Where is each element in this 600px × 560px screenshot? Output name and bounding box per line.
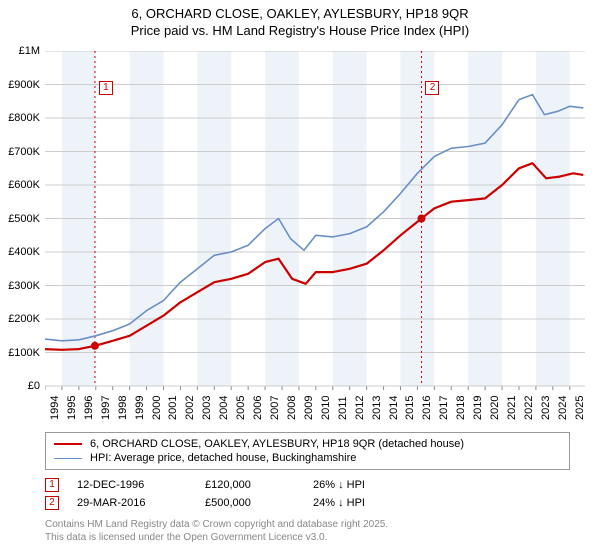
sale-price: £120,000 (205, 479, 295, 491)
footnote-line1: Contains HM Land Registry data © Crown c… (45, 518, 570, 531)
sale-marker-flag: 1 (99, 81, 113, 95)
x-tick-label: 2022 (523, 396, 535, 420)
x-tick-label: 2019 (472, 396, 484, 420)
x-tick-label: 2011 (337, 396, 349, 420)
sales-table: 1 12-DEC-1996 £120,000 26% ↓ HPI 2 29-MAR-201… (45, 476, 570, 512)
x-tick-label: 2007 (269, 396, 281, 420)
chart-svg (45, 51, 585, 421)
x-tick-label: 2003 (201, 396, 213, 420)
x-tick-label: 2001 (167, 396, 179, 420)
legend-item: HPI: Average price, detached house, Buck… (54, 451, 561, 465)
x-tick-label: 1995 (66, 396, 78, 420)
y-tick-label: £300K (0, 280, 40, 292)
x-tick-label: 1998 (117, 396, 129, 420)
y-tick-label: £200K (0, 313, 40, 325)
legend-swatch (54, 443, 82, 445)
y-tick-label: £1M (0, 45, 40, 57)
x-tick-label: 1996 (83, 396, 95, 420)
legend-label: HPI: Average price, detached house, Buck… (90, 452, 356, 464)
legend-label: 6, ORCHARD CLOSE, OAKLEY, AYLESBURY, HP1… (90, 438, 464, 450)
y-tick-label: £400K (0, 246, 40, 258)
x-tick-label: 2004 (218, 396, 230, 420)
y-tick-label: £700K (0, 146, 40, 158)
x-tick-label: 1994 (49, 396, 61, 420)
x-tick-label: 2002 (184, 396, 196, 420)
y-tick-label: £800K (0, 112, 40, 124)
chart-area: £0 £100K £200K £300K £400K £500K £600K £700K £80… (0, 46, 600, 426)
sale-price: £500,000 (205, 497, 295, 509)
x-tick-label: 2023 (540, 396, 552, 420)
sale-date: 29-MAR-2016 (77, 497, 187, 509)
footnote: Contains HM Land Registry data © Crown c… (45, 518, 570, 544)
x-tick-label: 1997 (100, 396, 112, 420)
x-tick-label: 2016 (421, 396, 433, 420)
sale-row: 2 29-MAR-2016 £500,000 24% ↓ HPI (45, 494, 570, 512)
sale-delta: 24% ↓ HPI (313, 497, 423, 509)
y-tick-label: £0 (0, 380, 40, 392)
y-tick-label: £600K (0, 179, 40, 191)
sale-delta: 26% ↓ HPI (313, 479, 423, 491)
x-tick-label: 2020 (489, 396, 501, 420)
x-tick-label: 2005 (235, 396, 247, 420)
x-tick-label: 2000 (151, 396, 163, 420)
x-tick-label: 2013 (371, 396, 383, 420)
title-block: 6, ORCHARD CLOSE, OAKLEY, AYLESBURY, HP1… (0, 0, 600, 46)
y-tick-label: £900K (0, 79, 40, 91)
sale-marker-box: 1 (45, 478, 59, 492)
legend-item: 6, ORCHARD CLOSE, OAKLEY, AYLESBURY, HP1… (54, 437, 561, 451)
x-tick-label: 1999 (134, 396, 146, 420)
chart-container: 6, ORCHARD CLOSE, OAKLEY, AYLESBURY, HP1… (0, 0, 600, 544)
x-tick-label: 2009 (303, 396, 315, 420)
x-tick-label: 2010 (320, 396, 332, 420)
sale-row: 1 12-DEC-1996 £120,000 26% ↓ HPI (45, 476, 570, 494)
x-tick-label: 2018 (455, 396, 467, 420)
legend: 6, ORCHARD CLOSE, OAKLEY, AYLESBURY, HP1… (45, 432, 570, 470)
x-tick-label: 2014 (388, 396, 400, 420)
y-tick-label: £100K (0, 347, 40, 359)
x-tick-label: 2024 (557, 396, 569, 420)
x-tick-label: 2021 (506, 396, 518, 420)
title-subtitle: Price paid vs. HM Land Registry's House … (10, 23, 590, 38)
x-tick-label: 2012 (354, 396, 366, 420)
sale-date: 12-DEC-1996 (77, 479, 187, 491)
x-tick-label: 2025 (574, 396, 586, 420)
sale-marker-box: 2 (45, 496, 59, 510)
sale-marker-flag: 2 (425, 81, 439, 95)
title-address: 6, ORCHARD CLOSE, OAKLEY, AYLESBURY, HP1… (10, 6, 590, 21)
legend-swatch (54, 458, 82, 459)
footnote-line2: This data is licensed under the Open Gov… (45, 531, 570, 544)
x-tick-label: 2006 (252, 396, 264, 420)
x-tick-label: 2008 (286, 396, 298, 420)
x-tick-label: 2015 (404, 396, 416, 420)
x-tick-label: 2017 (438, 396, 450, 420)
y-tick-label: £500K (0, 213, 40, 225)
